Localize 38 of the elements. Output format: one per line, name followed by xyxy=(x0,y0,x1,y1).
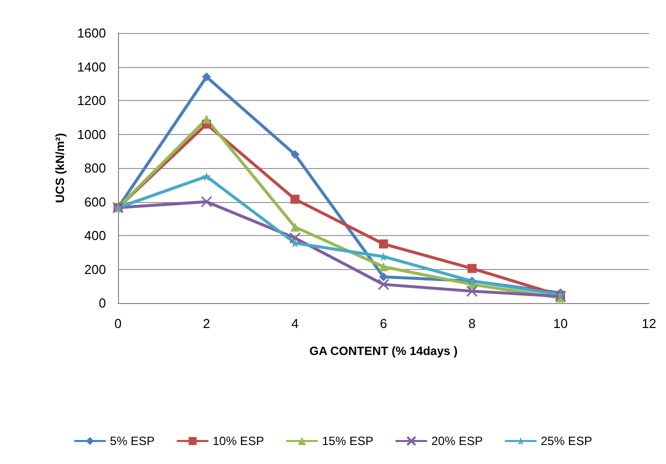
y-tick-label: 600 xyxy=(84,194,106,210)
point xyxy=(379,262,388,272)
x-tick-label: 8 xyxy=(468,316,476,331)
y-tick-label: 1200 xyxy=(77,93,106,108)
x-tick-label: 12 xyxy=(642,316,656,331)
point xyxy=(379,239,388,248)
x-tick-label: 4 xyxy=(291,316,299,331)
x-axis-title: GA CONTENT (% 14days ) xyxy=(309,344,458,358)
point xyxy=(290,150,300,159)
legend-label: 15% ESP xyxy=(322,434,374,448)
y-tick-label: 400 xyxy=(84,228,106,243)
point xyxy=(202,114,211,124)
legend-label: 10% ESP xyxy=(212,434,264,448)
y-tick-label: 1400 xyxy=(77,59,106,74)
legend-label: 20% ESP xyxy=(431,434,483,448)
point xyxy=(468,264,476,273)
point xyxy=(289,232,301,244)
x-tick-label: 6 xyxy=(380,316,388,331)
x-tick-label: 10 xyxy=(553,316,568,331)
point xyxy=(200,196,212,208)
point xyxy=(378,278,390,290)
point xyxy=(202,72,211,82)
y-axis-title: UCS (kN/m²) xyxy=(53,132,67,204)
legend-label: 25% ESP xyxy=(540,434,592,448)
legend-label: 5% ESP xyxy=(110,434,155,448)
x-tick-label: 2 xyxy=(202,316,210,331)
point xyxy=(202,172,211,181)
point xyxy=(290,194,300,204)
y-tick-label: 0 xyxy=(98,296,106,310)
y-tick-label: 800 xyxy=(84,160,106,176)
point xyxy=(466,285,478,297)
y-tick-label: 1600 xyxy=(77,26,106,40)
y-tick-label: 200 xyxy=(84,262,106,277)
point xyxy=(290,222,300,232)
y-tick-label: 1000 xyxy=(77,126,106,142)
x-tick-label: 0 xyxy=(114,316,122,331)
point xyxy=(379,272,388,282)
point xyxy=(290,238,300,248)
